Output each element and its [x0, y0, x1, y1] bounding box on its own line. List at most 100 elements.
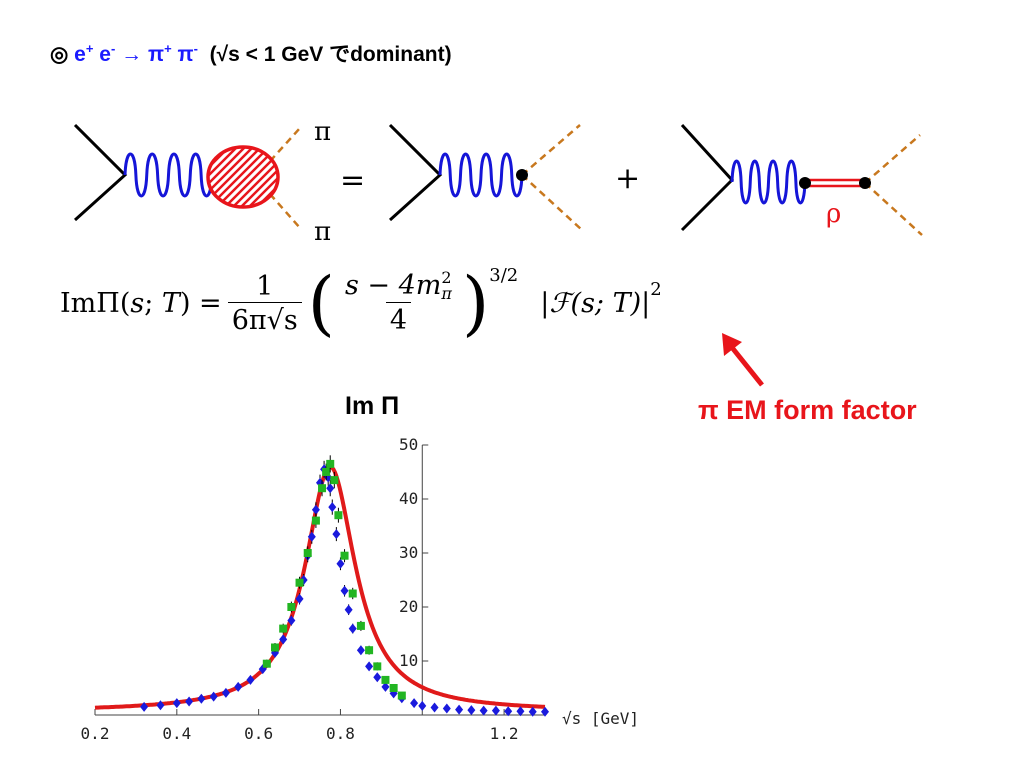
- y-tick-label: 20: [399, 597, 418, 616]
- process-reaction: e+ e- → π+ π-: [74, 41, 198, 66]
- hatch-line: [208, 147, 248, 207]
- data-point-diamond: [326, 483, 335, 494]
- data-point-square: [326, 459, 335, 468]
- pion-label-bottom: π: [314, 217, 331, 247]
- data-point-diamond: [311, 504, 320, 515]
- data-point-square: [397, 691, 406, 700]
- hatch-line: [208, 147, 264, 207]
- pion-line-top: [864, 134, 921, 184]
- vertex-dot: [516, 169, 528, 181]
- exponent-two: 2: [650, 278, 662, 300]
- data-point-diamond: [234, 681, 243, 692]
- data-point-diamond: [418, 700, 427, 711]
- data-point-square: [295, 578, 304, 587]
- pion-label-top: π: [314, 117, 331, 147]
- diagram-point-vertex: [388, 123, 583, 231]
- slide-title: ◎ e+ e- → π+ π- (√s < 1 GeV でdominant): [50, 38, 452, 68]
- data-point-diamond: [344, 604, 353, 615]
- form-factor-annotation: π EM form factor: [698, 395, 917, 425]
- pion-line-top: [261, 127, 301, 171]
- data-point-square: [271, 643, 279, 652]
- data-point-diamond: [336, 558, 345, 569]
- data-point-diamond: [197, 693, 206, 704]
- data-point-diamond: [328, 502, 337, 513]
- tick-labels-group: 0.2 0.4 0.6 0.8 1.2 10 20 30 40 50: [81, 435, 519, 743]
- electron-lines: [680, 123, 735, 232]
- data-point-square: [279, 624, 288, 633]
- data-point-square: [365, 646, 374, 655]
- data-point-diamond: [410, 698, 419, 709]
- x-tick-label: 1.2: [490, 724, 519, 743]
- data-point-square: [262, 659, 271, 668]
- equals-sign: =: [340, 163, 365, 198]
- data-point-diamond: [140, 701, 149, 712]
- data-point-square: [311, 516, 320, 525]
- process-condition: (√s < 1 GeV でdominant): [209, 43, 452, 66]
- pion-line-bottom: [261, 184, 301, 229]
- electron-lines: [73, 123, 128, 222]
- bullet-symbol: ◎: [50, 43, 69, 66]
- data-point-diamond: [455, 704, 464, 715]
- fraction-prefactor: 1 6π√s: [227, 271, 302, 336]
- data-point-diamond: [221, 687, 230, 698]
- data-point-square: [340, 551, 349, 560]
- data-point-diamond: [541, 706, 549, 717]
- data-point-diamond: [295, 593, 304, 604]
- data-point-diamond: [504, 706, 513, 717]
- x-tick-label: 0.8: [326, 724, 355, 743]
- form-factor-term: |ℱ(s; T)|: [540, 287, 651, 319]
- data-point-square: [322, 468, 331, 476]
- annotation-arrow: [722, 333, 764, 387]
- chart-axes: [94, 444, 545, 716]
- data-point-diamond: [479, 705, 488, 716]
- data-point-diamond: [185, 696, 194, 707]
- electron-lines: [388, 123, 443, 222]
- im-pi-chart: 0.2 0.4 0.6 0.8 1.2 10 20 30 40 50 √s [GeV]: [81, 435, 640, 743]
- y-tick-label: 10: [399, 651, 418, 670]
- exponent-three-halves: 3/2: [489, 264, 519, 286]
- data-point-square: [334, 511, 343, 520]
- fit-curve: [94, 464, 546, 710]
- data-point-diamond: [287, 615, 296, 626]
- hatch-line: [208, 147, 256, 207]
- diagram-rho-exchange: ρ: [680, 123, 923, 236]
- data-point-diamond: [528, 706, 537, 717]
- data-point-diamond: [430, 702, 439, 713]
- x-tick-label: 0.2: [81, 724, 110, 743]
- y-tick-label: 40: [399, 489, 418, 508]
- data-point-square: [287, 603, 296, 611]
- data-point-square: [373, 662, 382, 671]
- data-point-square: [318, 484, 327, 493]
- formula-lhs: ImΠ(s; T) =: [60, 287, 222, 319]
- x-axis-label: √s [GeV]: [562, 709, 639, 728]
- data-point-diamond: [442, 703, 451, 714]
- data-point-diamond: [209, 691, 218, 702]
- right-paren: ): [461, 262, 490, 344]
- pion-line-bottom: [521, 174, 583, 231]
- data-point-diamond: [307, 531, 316, 542]
- data-point-diamond: [381, 681, 390, 692]
- hatch-line: [230, 147, 278, 207]
- data-point-diamond: [332, 529, 341, 540]
- data-point-square: [330, 476, 339, 485]
- data-point-square: [348, 589, 357, 598]
- feynman-diagrams: π π = + ρ: [73, 117, 923, 247]
- vertex-dot-photon-rho: [799, 177, 811, 189]
- pion-line-bottom: [864, 182, 923, 236]
- x-tick-label: 0.4: [162, 724, 191, 743]
- data-point-diamond: [340, 585, 349, 596]
- data-point-diamond: [467, 705, 476, 716]
- plus-sign: +: [615, 161, 640, 196]
- data-point-diamond: [356, 645, 365, 656]
- data-point-diamond: [258, 664, 267, 675]
- hatch-line: [222, 147, 278, 207]
- photon-line: [123, 152, 214, 198]
- plot-title: Im Π: [345, 392, 400, 420]
- data-point-diamond: [516, 706, 525, 717]
- left-paren: (: [307, 262, 335, 344]
- fraction-phase-space: s − 4m 2 π 4: [344, 268, 452, 337]
- data-point-diamond: [365, 661, 374, 672]
- vertex-dot-rho-pion: [859, 177, 871, 189]
- data-point-square: [303, 549, 312, 557]
- data-point-diamond: [491, 705, 500, 716]
